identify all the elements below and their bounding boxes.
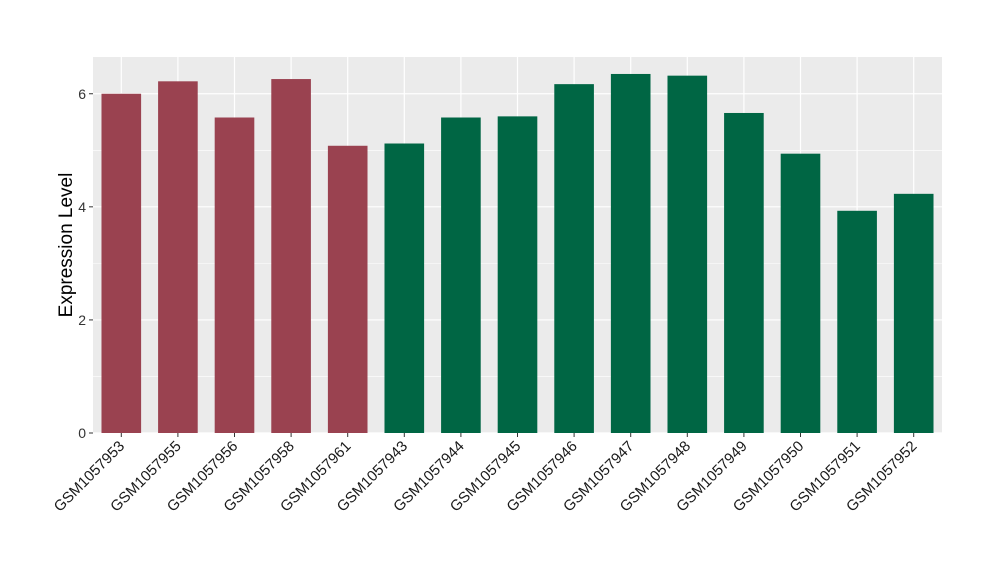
bars (101, 73, 934, 434)
y-axis-title: Expression Level (56, 173, 77, 318)
y-axis: 0 2 4 6 (78, 86, 93, 441)
bar-GSM1057945 (497, 116, 538, 434)
y-tick-label: 2 (78, 312, 86, 328)
y-tick-label: 4 (78, 199, 86, 215)
bar-GSM1057944 (441, 117, 481, 434)
bar-GSM1057949 (724, 112, 764, 433)
bar-GSM1057961 (327, 145, 368, 433)
bar-GSM1057948 (667, 75, 708, 434)
bar-GSM1057956 (214, 117, 255, 434)
bar-GSM1057946 (554, 84, 594, 434)
y-tick-label: 6 (78, 86, 86, 102)
bar-GSM1057943 (384, 143, 425, 433)
bar-GSM1057952 (893, 193, 934, 433)
bar-GSM1057953 (101, 93, 142, 433)
x-axis: GSM1057953GSM1057955GSM1057956GSM1057958… (51, 433, 921, 515)
y-tick-label: 0 (78, 425, 86, 441)
bar-GSM1057955 (158, 81, 198, 434)
bar-GSM1057951 (837, 210, 877, 433)
bar-GSM1057958 (271, 79, 311, 434)
bar-GSM1057947 (610, 73, 651, 433)
bar-GSM1057950 (780, 153, 821, 433)
